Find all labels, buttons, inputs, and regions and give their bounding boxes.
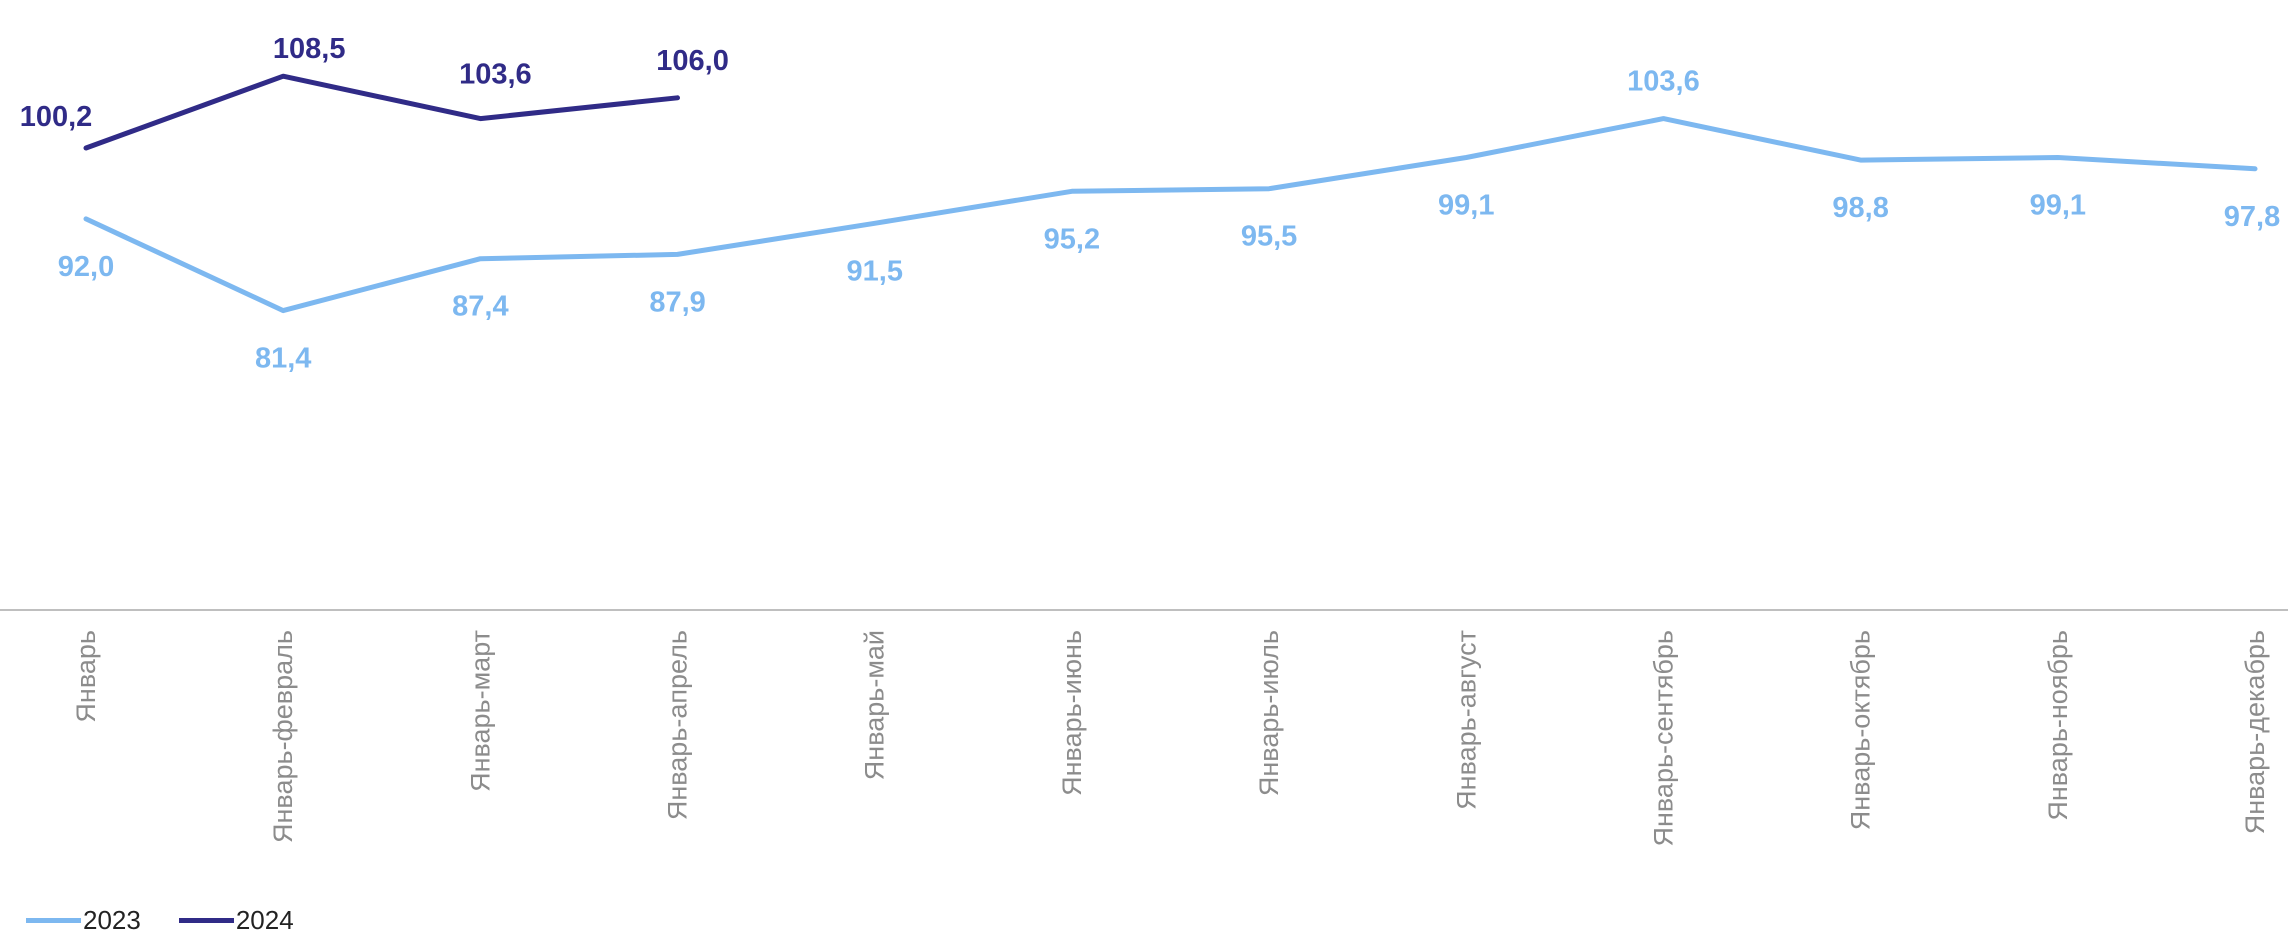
category-label-5: Январь-июнь [1057,630,1087,796]
category-label-2: Январь-март [465,630,495,792]
data-label-2023-4: 91,5 [847,255,903,287]
category-label-6: Январь-июль [1254,630,1284,796]
series-layer [83,73,2258,314]
data-label-2023-0: 92,0 [58,251,114,283]
legend-label-2024: 2024 [235,905,294,935]
category-label-10: Январь-ноябрь [2043,630,2073,821]
category-label-9: Январь-октябрь [1846,630,1876,830]
data-label-2023-6: 95,5 [1241,221,1297,253]
data-label-2023-1: 81,4 [255,343,311,375]
legend-label-2023: 2023 [83,905,141,935]
category-label-4: Январь-май [860,630,890,780]
data-label-2023-8: 103,6 [1627,66,1700,98]
legend-swatch-2024 [178,918,234,923]
data-label-2023-5: 95,2 [1044,223,1100,255]
legend-item-2024: 2024 [178,905,294,936]
data-label-2023-9: 98,8 [1832,192,1888,224]
data-label-2024-3: 106,0 [656,45,729,77]
legend-swatch-2023 [26,918,81,923]
data-label-2024-1: 108,5 [273,33,346,65]
series-line-2024 [83,73,680,151]
data-label-2023-10: 99,1 [2030,190,2086,222]
data-label-2023-3: 87,9 [649,286,705,318]
data-label-2023-2: 87,4 [452,291,508,323]
data-label-2023-11: 97,8 [2224,201,2280,233]
legend: 2023 2024 [26,905,332,936]
data-label-2024-2: 103,6 [459,59,532,91]
category-label-0: Январь [71,630,101,723]
series-line-2023 [83,116,2258,314]
category-label-layer: Январь Январь-февраль Январь-март Январь-ап… [71,630,2270,847]
data-label-2024-0: 100,2 [20,101,93,133]
data-label-2023-7: 99,1 [1438,190,1494,222]
category-label-11: Январь-декабрь [2240,630,2270,834]
category-label-1: Январь-февраль [268,630,298,843]
data-label-layer: 92,0 81,4 87,4 87,9 91,5 95,2 95,5 99,1 103,6 98,… [20,33,2281,374]
category-label-7: Январь-август [1451,630,1481,810]
legend-item-2023: 2023 [26,905,141,936]
category-label-3: Январь-апрель [663,630,693,820]
category-label-8: Январь-сентябрь [1648,630,1678,847]
